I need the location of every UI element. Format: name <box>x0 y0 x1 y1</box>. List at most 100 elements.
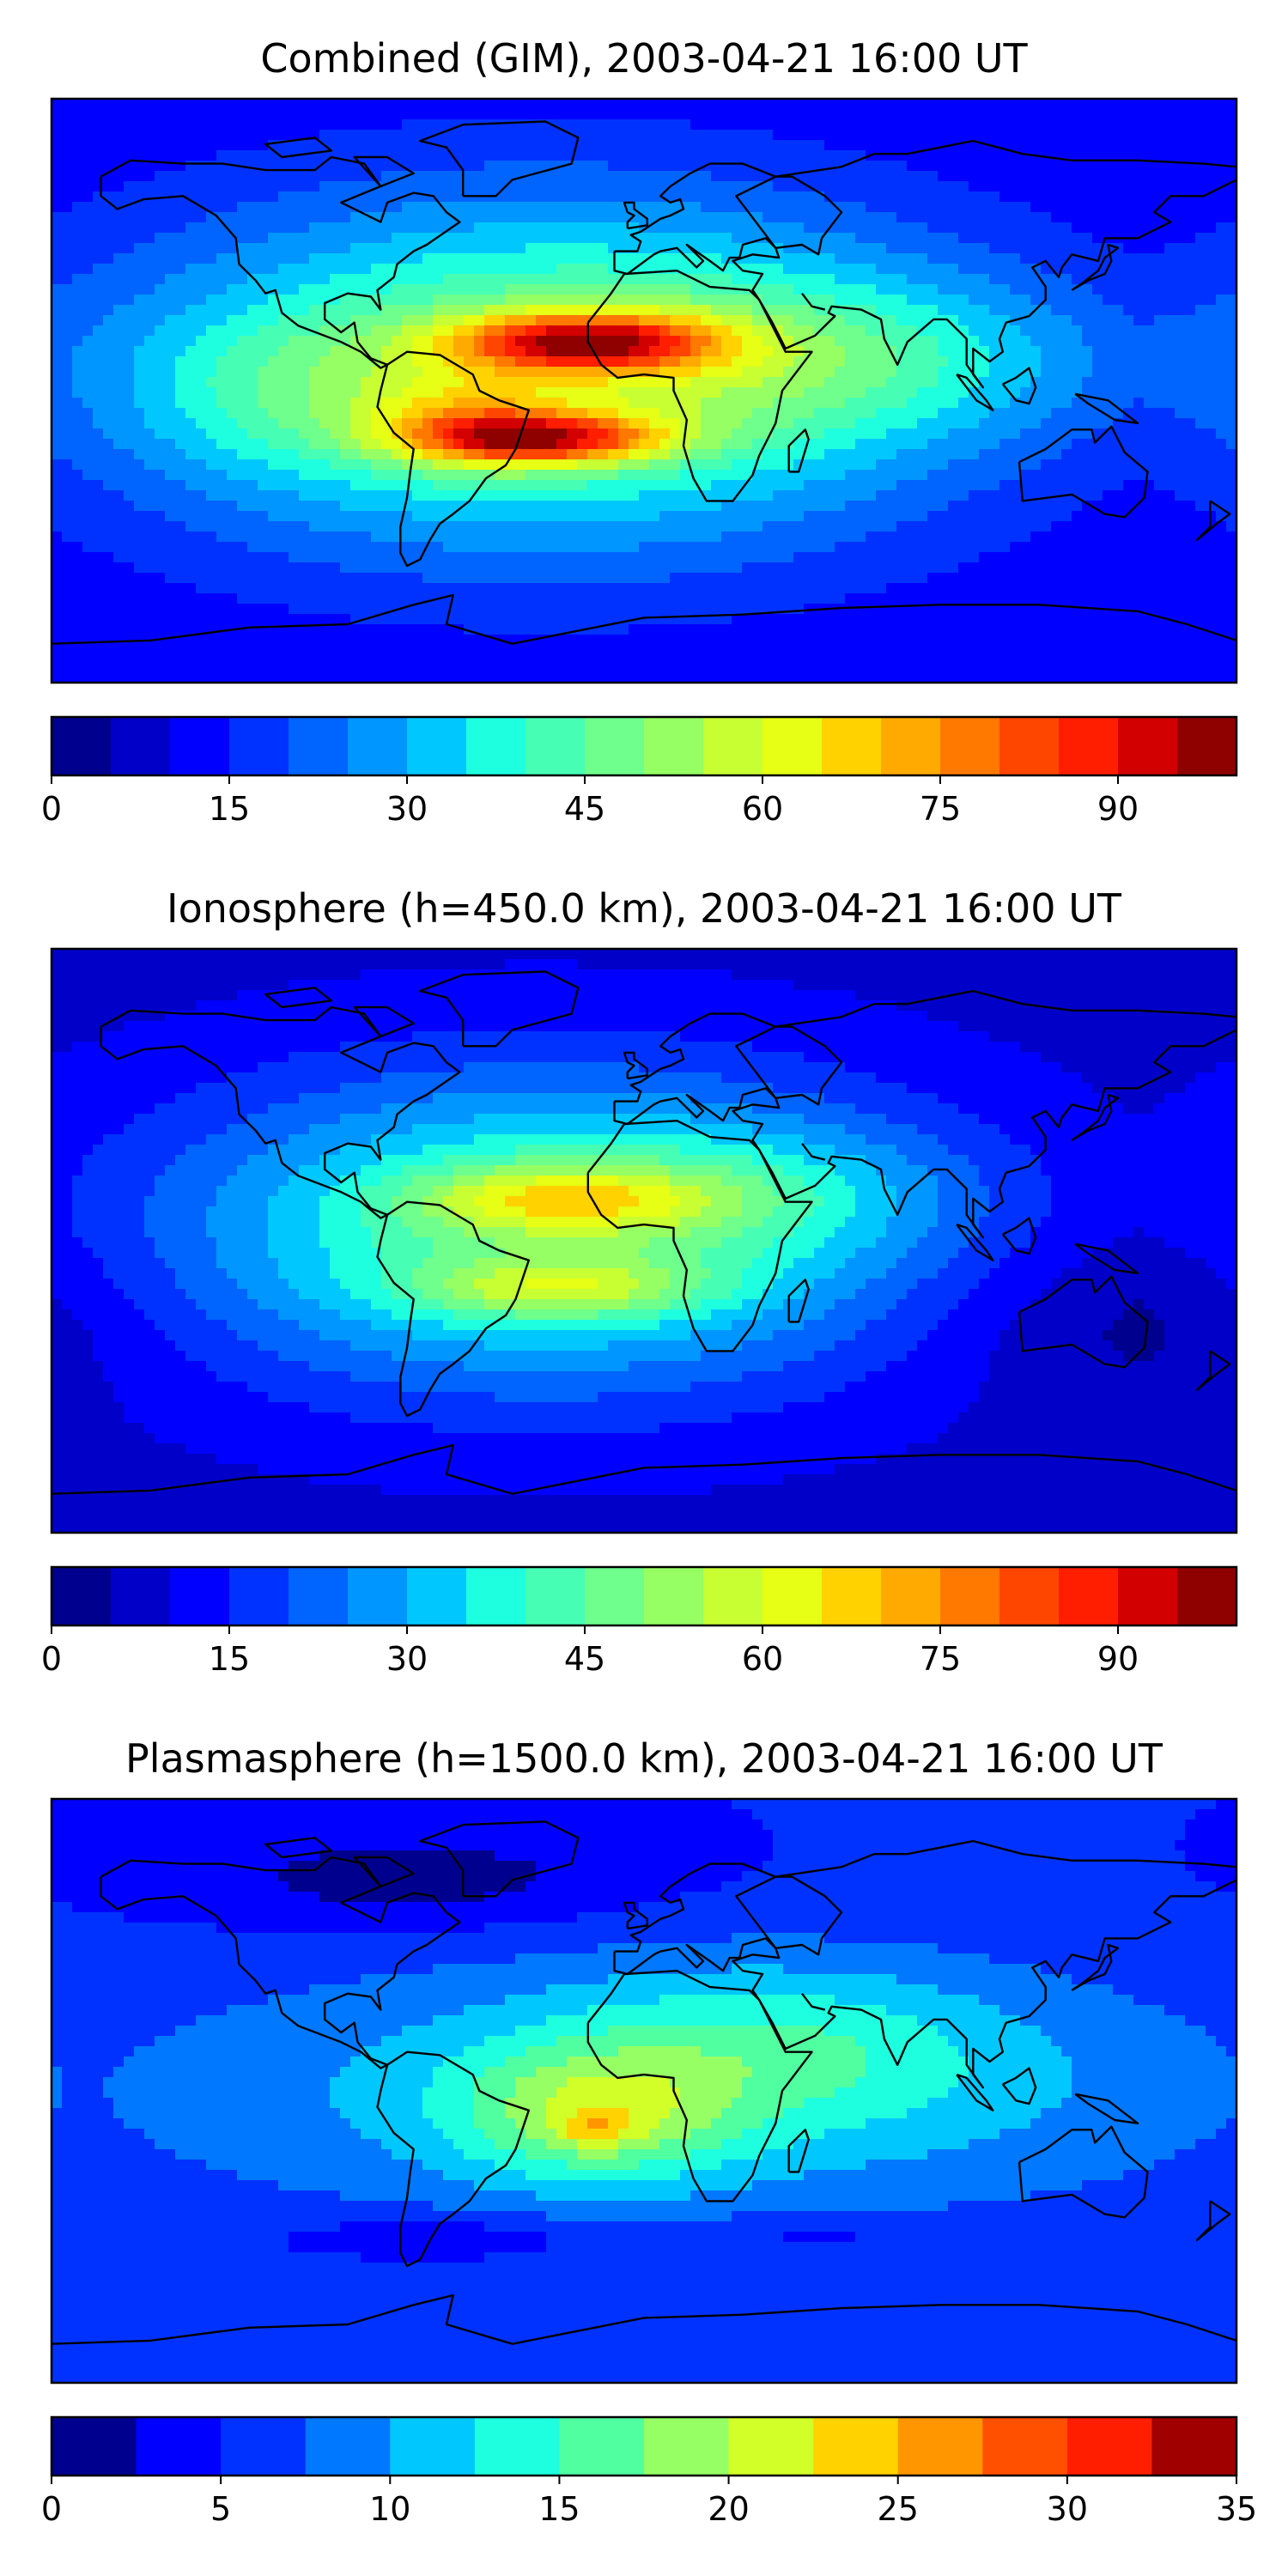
map-cell <box>371 150 382 161</box>
map-cell <box>258 459 269 471</box>
map-cell <box>1010 532 1021 543</box>
map-cell <box>577 191 588 203</box>
map-cell <box>299 480 310 491</box>
map-cell <box>1072 212 1083 223</box>
map-cell <box>1041 408 1052 419</box>
map-cell <box>309 191 320 203</box>
map-cell <box>536 99 547 110</box>
map-cell <box>824 521 835 532</box>
map-cell <box>814 387 825 398</box>
map-cell <box>422 428 434 440</box>
map-cell <box>845 356 856 368</box>
map-cell <box>690 367 702 378</box>
map-cell <box>938 408 949 419</box>
map-cell <box>134 408 145 419</box>
map-cell <box>804 191 815 203</box>
map-cell <box>453 521 465 532</box>
map-cell <box>845 480 856 491</box>
map-cell <box>618 511 629 522</box>
map-cell <box>866 490 877 501</box>
map-cell <box>969 274 980 285</box>
map-cell <box>536 521 547 532</box>
map-cell <box>587 449 598 460</box>
map-cell <box>752 377 763 388</box>
map-cell <box>948 428 959 440</box>
map-cell <box>938 532 949 543</box>
map-cell <box>134 181 145 192</box>
map-cell <box>577 325 588 337</box>
map-cell <box>381 222 392 234</box>
map-cell <box>598 398 609 409</box>
map-cell <box>62 459 73 471</box>
map-cell <box>196 490 207 501</box>
map-cell <box>701 398 712 409</box>
map-cell <box>762 459 774 471</box>
map-cell <box>1226 480 1236 491</box>
map-cell <box>783 295 794 306</box>
map-cell <box>412 449 423 460</box>
map-cell <box>773 99 784 110</box>
map-cell <box>144 274 155 285</box>
map-cell <box>258 398 269 409</box>
map-cell <box>752 480 763 491</box>
map-cell <box>1051 171 1062 182</box>
map-cell <box>546 295 557 306</box>
map-cell <box>587 511 598 522</box>
map-cell <box>433 274 444 285</box>
map-cell <box>742 99 753 110</box>
map-cell <box>227 191 238 203</box>
map-cell <box>618 449 629 460</box>
map-cell <box>556 480 568 491</box>
map-cell <box>474 439 485 450</box>
map-cell <box>1216 501 1227 512</box>
map-cell <box>1020 202 1031 213</box>
map-cell <box>422 346 434 357</box>
map-cell <box>526 542 537 553</box>
map-cell <box>567 532 578 543</box>
map-cell <box>1185 233 1196 244</box>
map-cell <box>1061 398 1072 409</box>
map-cell <box>917 181 928 192</box>
map-cell <box>969 336 980 347</box>
map-cell <box>505 284 516 295</box>
map-cell <box>618 398 629 409</box>
map-cell <box>340 305 351 316</box>
map-cell <box>392 233 403 244</box>
map-cell <box>340 140 351 151</box>
map-cell <box>113 356 125 368</box>
map-cell <box>1154 459 1165 471</box>
map-cell <box>793 274 805 285</box>
map-cell <box>371 418 382 429</box>
map-cell <box>93 398 104 409</box>
map-cell <box>278 264 289 275</box>
map-cell <box>278 398 289 409</box>
map-cell <box>1092 99 1103 110</box>
map-cell <box>72 99 83 110</box>
map-cell <box>618 233 629 244</box>
map-cell <box>474 161 485 172</box>
map-cell <box>155 542 166 553</box>
map-cell <box>227 222 238 234</box>
map-cell <box>958 511 969 522</box>
map-cell <box>752 305 763 316</box>
map-cell <box>907 305 918 316</box>
map-cell <box>608 222 619 234</box>
map-cell <box>474 253 485 264</box>
map-cell <box>206 356 217 368</box>
map-cell <box>1061 295 1072 306</box>
map-cell <box>1133 99 1145 110</box>
map-cell <box>1010 222 1021 234</box>
map-cell <box>505 439 516 450</box>
map-cell <box>1206 233 1217 244</box>
map-cell <box>876 109 887 120</box>
map-cell <box>443 439 454 450</box>
map-cell <box>412 119 423 131</box>
map-cell <box>278 408 289 419</box>
map-cell <box>52 284 63 295</box>
map-cell <box>577 356 588 368</box>
map-cell <box>587 284 598 295</box>
map-cell <box>1154 171 1165 182</box>
map-cell <box>639 253 650 264</box>
map-cell <box>62 253 73 264</box>
map-cell <box>289 398 300 409</box>
